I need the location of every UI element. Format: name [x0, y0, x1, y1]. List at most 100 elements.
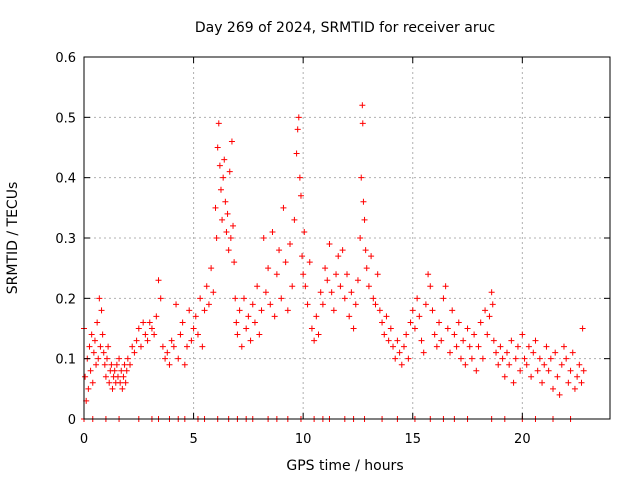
- data-point: [240, 295, 247, 302]
- data-point: [94, 319, 101, 326]
- data-point: [117, 379, 124, 386]
- data-point: [563, 355, 570, 362]
- data-point: [425, 271, 432, 278]
- data-point: [205, 301, 212, 308]
- data-point: [358, 174, 365, 181]
- data-point: [104, 355, 111, 362]
- data-point: [414, 295, 421, 302]
- data-point: [385, 337, 392, 344]
- data-point: [543, 343, 550, 350]
- x-tick-label: 5: [189, 432, 197, 447]
- data-point: [177, 331, 184, 338]
- data-point: [120, 373, 127, 380]
- data-point: [82, 373, 89, 380]
- data-point: [528, 373, 535, 380]
- data-point: [124, 355, 131, 362]
- data-point: [499, 355, 506, 362]
- data-point: [530, 349, 537, 356]
- y-tick-label: 0.4: [55, 172, 76, 187]
- data-point: [552, 349, 559, 356]
- data-point: [398, 361, 405, 368]
- data-point: [506, 361, 513, 368]
- data-point: [127, 361, 134, 368]
- data-point: [493, 349, 500, 356]
- data-point: [514, 343, 521, 350]
- data-point: [121, 361, 128, 368]
- data-point: [262, 289, 269, 296]
- data-point: [199, 343, 206, 350]
- data-point: [344, 271, 350, 278]
- data-point: [534, 367, 541, 374]
- data-point: [221, 156, 228, 163]
- data-point: [482, 307, 489, 314]
- data-point: [238, 343, 245, 350]
- data-point: [365, 283, 372, 290]
- data-point: [503, 349, 510, 356]
- data-point: [453, 343, 460, 350]
- data-point: [184, 343, 191, 350]
- data-point: [484, 331, 491, 338]
- y-tick-label: 0.5: [55, 111, 76, 126]
- data-point: [451, 331, 458, 338]
- data-point: [210, 289, 217, 296]
- data-point: [201, 307, 208, 314]
- data-point: [466, 343, 473, 350]
- data-point: [111, 367, 118, 374]
- data-point: [251, 319, 258, 326]
- data-point: [407, 319, 414, 326]
- data-point: [315, 331, 322, 338]
- data-point: [352, 301, 359, 308]
- data-point: [359, 120, 366, 127]
- data-point: [324, 277, 331, 284]
- data-point: [341, 295, 348, 302]
- data-point: [468, 355, 475, 362]
- data-point: [224, 210, 231, 217]
- data-point: [313, 313, 320, 320]
- data-point: [579, 325, 586, 332]
- data-point: [427, 283, 434, 290]
- data-point: [299, 253, 306, 260]
- data-point: [304, 301, 311, 308]
- data-point: [222, 198, 229, 205]
- data-point: [383, 313, 390, 320]
- data-point: [541, 361, 548, 368]
- y-tick-label: 0: [68, 413, 76, 428]
- data-point: [346, 313, 353, 320]
- data-point: [194, 331, 201, 338]
- data-point: [354, 277, 361, 284]
- data-point: [308, 325, 315, 332]
- data-point: [301, 228, 308, 235]
- data-point: [359, 102, 366, 109]
- data-point: [230, 222, 237, 229]
- data-point: [101, 361, 108, 368]
- data-point: [214, 144, 221, 151]
- data-point: [431, 331, 438, 338]
- data-point: [368, 253, 375, 260]
- chart-title: Day 269 of 2024, SRMTID for receiver aru…: [195, 20, 495, 36]
- data-point: [282, 259, 289, 266]
- data-point: [284, 307, 291, 314]
- data-point: [203, 283, 210, 290]
- data-point: [148, 325, 155, 332]
- data-point: [291, 216, 298, 223]
- data-point: [98, 307, 105, 314]
- data-point: [95, 355, 102, 362]
- data-point: [144, 337, 151, 344]
- data-point: [381, 331, 388, 338]
- data-point: [462, 361, 469, 368]
- data-point: [400, 343, 407, 350]
- data-point: [510, 379, 517, 386]
- x-axis-label: GPS time / hours: [286, 458, 403, 474]
- data-point: [192, 313, 199, 320]
- data-point: [497, 343, 504, 350]
- data-point: [517, 367, 524, 374]
- data-point: [322, 265, 329, 272]
- data-point: [256, 331, 263, 338]
- data-point: [96, 295, 103, 302]
- data-point: [236, 307, 243, 314]
- data-point: [100, 349, 107, 356]
- data-point: [87, 367, 94, 374]
- data-point: [228, 138, 235, 145]
- data-point: [137, 343, 144, 350]
